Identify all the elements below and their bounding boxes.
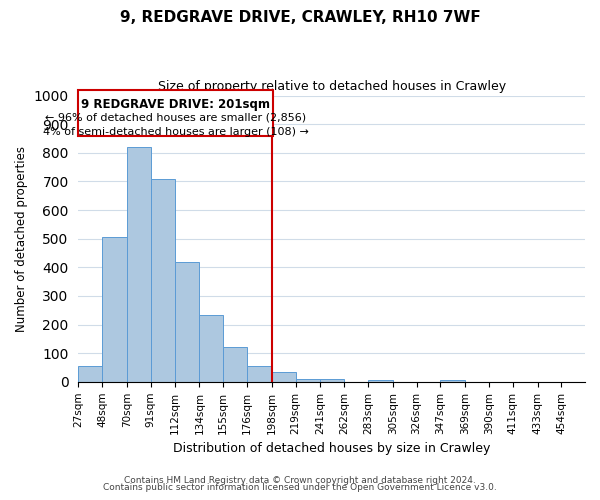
FancyBboxPatch shape: [79, 90, 274, 136]
Text: Contains public sector information licensed under the Open Government Licence v3: Contains public sector information licen…: [103, 484, 497, 492]
Bar: [223, 348, 247, 382]
Bar: [102, 238, 127, 382]
Text: Contains HM Land Registry data © Crown copyright and database right 2024.: Contains HM Land Registry data © Crown c…: [124, 476, 476, 485]
Bar: [440, 380, 465, 382]
Y-axis label: Number of detached properties: Number of detached properties: [15, 146, 28, 332]
Bar: [127, 147, 151, 382]
Bar: [151, 178, 175, 382]
Text: 9 REDGRAVE DRIVE: 201sqm: 9 REDGRAVE DRIVE: 201sqm: [82, 98, 271, 112]
Bar: [79, 366, 102, 382]
Bar: [296, 379, 320, 382]
Bar: [368, 380, 393, 382]
Bar: [175, 262, 199, 382]
Text: 9, REDGRAVE DRIVE, CRAWLEY, RH10 7WF: 9, REDGRAVE DRIVE, CRAWLEY, RH10 7WF: [119, 10, 481, 25]
Bar: [320, 379, 344, 382]
Bar: [199, 316, 223, 382]
Bar: [247, 366, 272, 382]
Text: 4% of semi-detached houses are larger (108) →: 4% of semi-detached houses are larger (1…: [43, 127, 309, 137]
Title: Size of property relative to detached houses in Crawley: Size of property relative to detached ho…: [158, 80, 506, 93]
Text: ← 96% of detached houses are smaller (2,856): ← 96% of detached houses are smaller (2,…: [46, 112, 307, 122]
X-axis label: Distribution of detached houses by size in Crawley: Distribution of detached houses by size …: [173, 442, 490, 455]
Bar: [272, 372, 296, 382]
